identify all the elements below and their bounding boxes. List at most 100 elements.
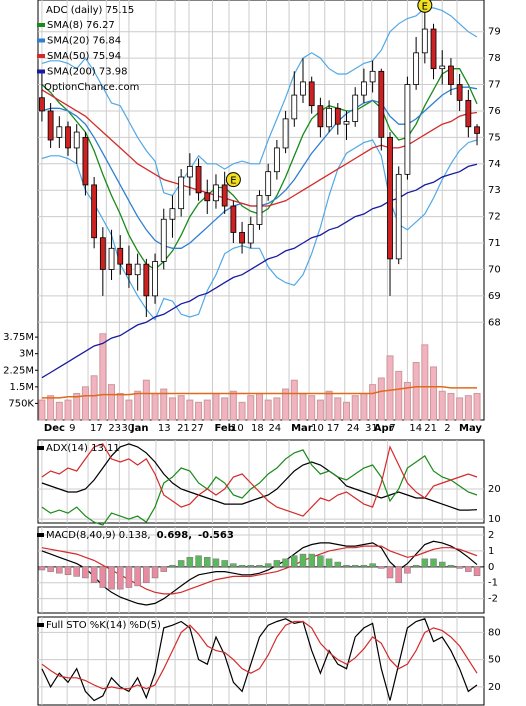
candle-body xyxy=(326,107,332,128)
x-tick-label: 24 xyxy=(268,423,281,434)
histogram-bar xyxy=(108,566,115,590)
legend-label: -0.563 xyxy=(198,530,234,541)
y-tick-label: 76 xyxy=(488,106,501,117)
candle-body xyxy=(134,263,141,276)
candle-body xyxy=(300,81,306,96)
volume-bar xyxy=(73,392,81,421)
candle-body xyxy=(65,126,71,149)
x-tick-label: 31 xyxy=(365,423,378,434)
event-marker xyxy=(417,0,433,13)
candle-body xyxy=(247,224,254,244)
indicator-line xyxy=(41,443,478,517)
volume-bar xyxy=(308,395,316,421)
band-line xyxy=(41,7,478,197)
volume-bar xyxy=(464,395,472,421)
y-tick-label: 10 xyxy=(488,514,501,525)
candle-body xyxy=(378,70,385,138)
candle-body xyxy=(265,171,272,196)
x-tick-label: 10 xyxy=(311,423,324,434)
candle-body xyxy=(230,205,237,233)
x-tick-label: 14 xyxy=(409,423,422,434)
candle-body xyxy=(456,84,463,101)
legend-label: SMA(8) 76.27 xyxy=(47,20,115,31)
x-tick-label: 21 xyxy=(177,423,190,434)
histogram-bar xyxy=(247,564,255,568)
histogram-bar xyxy=(116,566,124,590)
histogram-bar xyxy=(465,566,472,572)
candle-body xyxy=(160,218,167,262)
histogram-bar xyxy=(343,564,350,568)
x-tick-label: 24 xyxy=(347,423,360,434)
chart-title: ADC (daily) 75.15 xyxy=(46,5,134,16)
histogram-bar xyxy=(299,553,307,568)
candle-body xyxy=(413,52,420,85)
histogram-bar xyxy=(186,557,194,568)
candle-body xyxy=(404,84,411,175)
volume-bar xyxy=(473,392,481,421)
x-tick-label: 27 xyxy=(191,423,204,434)
histogram-bar xyxy=(143,566,150,583)
histogram-bar xyxy=(351,564,359,568)
volume-bar xyxy=(282,388,290,421)
histogram-bar xyxy=(125,566,133,588)
candle-body xyxy=(474,126,480,134)
event-label: E xyxy=(230,176,236,187)
candle-body xyxy=(465,99,472,128)
indicator-line xyxy=(41,540,478,606)
indicator-line xyxy=(41,618,478,702)
y-tick-label: 70 xyxy=(488,264,501,275)
histogram-bar xyxy=(438,561,446,568)
panel-title: Full STO %K(14) %D(5) xyxy=(46,620,161,631)
histogram-bar xyxy=(473,566,481,577)
legend-swatch xyxy=(37,38,45,43)
volume-bar xyxy=(412,362,420,421)
y-tick-label: 80 xyxy=(488,627,501,638)
histogram-bar xyxy=(90,566,98,583)
histogram-bar xyxy=(238,564,246,568)
candle-body xyxy=(343,121,350,125)
candle-body xyxy=(39,97,45,112)
volume-bar xyxy=(264,399,272,421)
volume-bar xyxy=(160,388,168,421)
legend-swatch xyxy=(37,623,44,627)
x-tick-label: Feb xyxy=(214,423,234,434)
candle-body xyxy=(99,237,106,270)
candle-body xyxy=(291,94,298,120)
histogram-bar xyxy=(160,566,168,572)
histogram-bar xyxy=(282,558,289,568)
indicator-line xyxy=(41,449,478,526)
y-tick-label: 20 xyxy=(488,484,501,495)
event-marker xyxy=(225,172,241,188)
x-tick-label: Mar xyxy=(291,423,313,434)
histogram-bar xyxy=(134,566,141,587)
volume-bar xyxy=(299,392,307,421)
volume-bar xyxy=(108,384,116,421)
histogram-bar xyxy=(447,564,455,568)
volume-bar xyxy=(377,377,385,421)
candle-body xyxy=(430,28,437,70)
histogram-bar xyxy=(334,561,342,568)
volume-bar xyxy=(38,399,46,421)
legend-label: SMA(20) 76.84 xyxy=(47,36,121,47)
candle-body xyxy=(317,105,324,128)
candle-body xyxy=(221,184,228,207)
x-tick-label: 9 xyxy=(69,423,75,434)
histogram-bar xyxy=(360,564,368,568)
volume-bar xyxy=(403,381,411,421)
plot-area xyxy=(41,618,478,702)
y-tick-label: 50 xyxy=(488,655,501,666)
candle-body xyxy=(143,263,150,297)
candle-body xyxy=(152,261,158,297)
histogram-bar xyxy=(273,560,281,568)
volume-bar xyxy=(386,355,394,421)
candle-body xyxy=(56,126,63,138)
x-tick-label: 17 xyxy=(90,423,103,434)
volume-bar xyxy=(316,399,324,421)
y-tick-label: 69 xyxy=(488,291,501,302)
volume-bar xyxy=(47,395,55,421)
volume-bar xyxy=(238,401,246,421)
candle-body xyxy=(195,166,202,194)
candle-body xyxy=(213,184,219,202)
histogram-bar xyxy=(456,566,463,569)
candle-body xyxy=(186,166,193,178)
